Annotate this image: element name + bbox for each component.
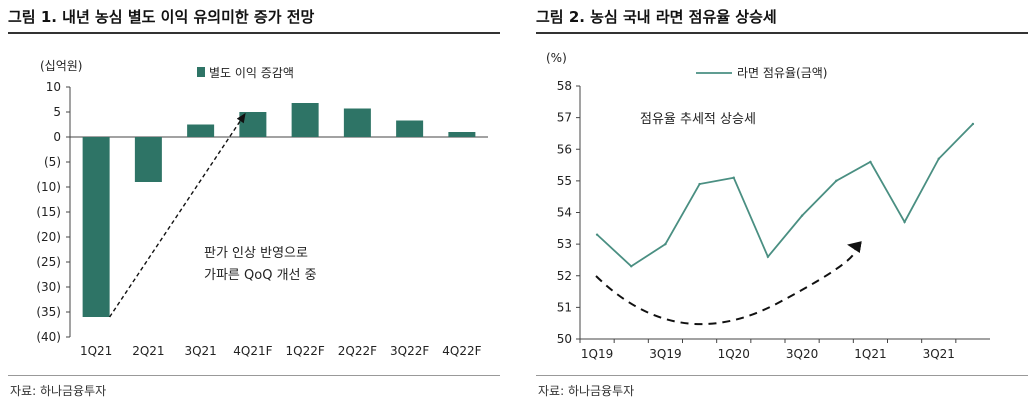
left-y-tick-label: (30) [36,280,61,294]
right-data-point [937,157,940,160]
right-x-tick-label: 1Q20 [718,347,750,361]
left-legend-swatch [197,67,205,77]
right-data-point [869,160,872,164]
left-annotation-text: 가파른 QoQ 개선 중 [204,268,317,283]
right-data-point [595,233,599,236]
left-title-rule [8,32,500,34]
left-y-tick-label: (25) [36,255,61,269]
left-bar [343,108,371,137]
right-legend-label: 라면 점유율(금액) [737,66,827,80]
right-y-tick-label: 58 [557,79,572,93]
left-source-note: 자료: 하나금융투자 [10,384,107,398]
left-x-tick-label: 3Q22F [390,344,429,358]
left-y-tick-label: (15) [36,205,61,219]
left-y-tick-label: 0 [53,130,61,144]
right-x-tick-label: 3Q19 [649,347,681,361]
left-annotation-text: 판가 인상 반영으로 [204,246,308,261]
right-line-chart: (%) 50 51 52 53 54 55 56 57 58 1Q19 3Q19 1Q20 3Q20 1Q2… [546,51,990,361]
left-trend-arrow [109,112,246,318]
left-y-tick-label: 10 [46,80,61,94]
right-annotation-text: 점유율 추세적 상승세 [640,112,756,127]
right-x-tick-label: 1Q19 [581,347,613,361]
right-figure-title: 그림 2. 농심 국내 라면 점유율 상승세 [536,8,777,26]
right-y-tick-label: 54 [557,206,572,220]
right-title-rule [536,32,1028,34]
right-data-point [732,176,735,179]
right-data-point [835,179,838,183]
right-figure-panel: 그림 2. 농심 국내 라면 점유율 상승세 (%) 50 51 52 53 54 55 56… [528,0,1036,412]
left-x-tick-label: 2Q22F [338,344,377,358]
left-y-tick-label: 5 [53,105,61,119]
right-y-tick-label: 55 [557,174,572,188]
right-data-point [664,242,667,246]
right-y-tick-label: 53 [557,237,572,251]
left-legend-label: 별도 이익 증감액 [209,66,294,80]
left-x-tick-label: 4Q22F [442,344,481,358]
right-x-tick-label: 3Q21 [923,347,955,361]
right-data-point [903,220,906,224]
right-y-tick-label: 51 [557,300,572,314]
right-y-tick-label: 52 [557,269,572,283]
right-x-tick-label: 1Q21 [854,347,886,361]
left-bar [448,132,476,137]
left-x-tick-label: 1Q22F [285,344,324,358]
left-bar [291,103,319,137]
left-y-tick-label: (5) [44,155,61,169]
left-y-tick-label: (40) [36,330,61,344]
left-x-tick-label: 3Q21 [184,344,216,358]
left-y-tick-label: (20) [36,230,61,244]
right-series-line [596,123,974,268]
right-y-tick-label: 57 [557,111,572,125]
right-data-point [800,214,804,217]
left-x-tick-label: 2Q21 [132,344,164,358]
left-unit-label: (십억원) [40,59,82,73]
right-bottom-rule [536,375,1028,376]
left-bottom-rule [8,375,500,376]
right-source-note: 자료: 하나금융투자 [538,384,635,398]
left-x-tick-label: 1Q21 [80,344,112,358]
left-bar [82,137,110,317]
left-y-tick-label: (10) [36,180,61,194]
left-bar-chart: (십억원) 10 5 0 (5) (10) (15) (20) (25) (30) (35) (40)… [36,59,488,358]
right-trend-arrow [595,241,862,326]
right-data-point [630,265,633,268]
left-x-tick-label: 4Q21F [233,344,272,358]
right-data-point [971,122,975,126]
left-bar [187,124,215,137]
left-bar [134,137,162,182]
right-x-tick-label: 3Q20 [786,347,818,361]
right-y-tick-label: 56 [557,142,572,156]
right-data-point [766,255,770,258]
left-figure-title: 그림 1. 내년 농심 별도 이익 유의미한 증가 전망 [8,8,315,26]
left-y-tick-label: (35) [36,305,61,319]
left-bar [396,120,424,137]
right-y-tick-label: 50 [557,332,572,346]
right-unit-label: (%) [546,51,567,65]
right-data-point [698,182,701,186]
left-figure-panel: 그림 1. 내년 농심 별도 이익 유의미한 증가 전망 (십억원) 10 5 0 (5… [0,0,508,412]
